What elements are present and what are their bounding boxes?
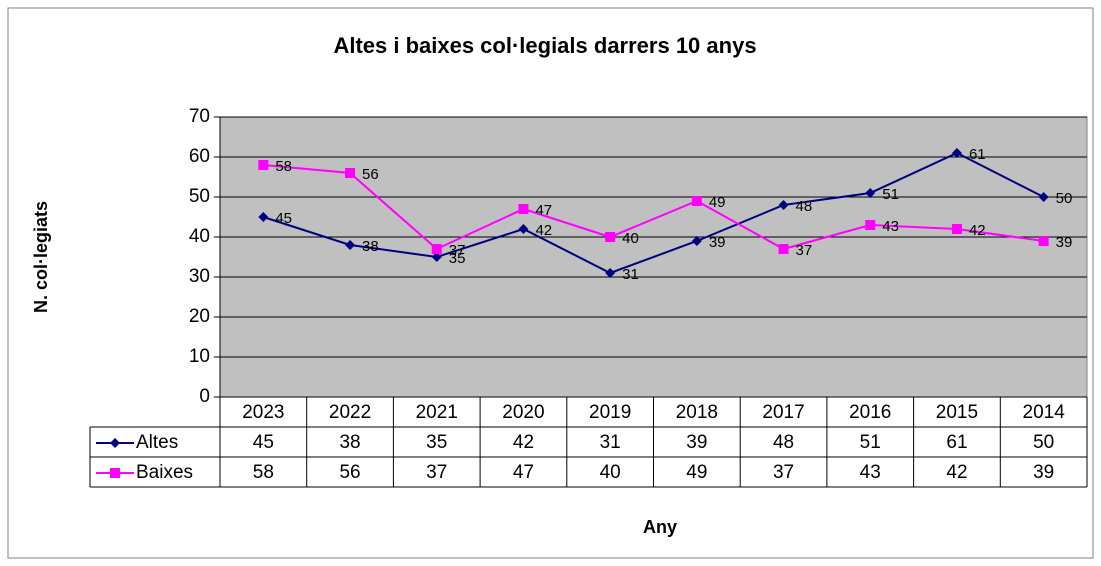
data-label: 37: [796, 242, 813, 259]
series-marker: [865, 188, 876, 198]
y-tick-label: 20: [189, 306, 210, 327]
x-tick-label: 2014: [1023, 402, 1066, 423]
series-marker: [518, 224, 529, 234]
x-tick-label: 2019: [589, 402, 631, 423]
chart-title: Altes i baixes col·legials darrers 10 an…: [333, 33, 756, 58]
data-label: 40: [622, 230, 639, 247]
x-tick-label: 2023: [242, 402, 284, 423]
series-marker: [345, 240, 356, 250]
table-value: 40: [600, 462, 621, 483]
data-label: 39: [1056, 234, 1073, 251]
x-tick-label: 2022: [329, 402, 371, 423]
data-label: 49: [709, 194, 726, 211]
table-value: 51: [860, 432, 881, 453]
table-value: 49: [686, 462, 707, 483]
y-axis-label: N. col·legiats: [31, 201, 51, 313]
y-tick-label: 50: [189, 186, 210, 207]
table-value: 42: [946, 462, 967, 483]
x-tick-label: 2017: [762, 402, 804, 423]
table-value: 37: [773, 462, 794, 483]
x-axis-label: Any: [643, 517, 677, 537]
table-value: 38: [339, 432, 360, 453]
y-tick-label: 40: [189, 226, 210, 247]
table-value: 45: [253, 432, 274, 453]
series-marker: [431, 252, 442, 262]
data-label: 50: [1056, 190, 1073, 207]
data-label: 58: [275, 158, 292, 175]
table-value: 50: [1033, 432, 1054, 453]
data-label: 31: [622, 266, 639, 283]
series-marker: [691, 236, 702, 246]
series-marker: [345, 168, 356, 178]
data-label: 56: [362, 166, 379, 183]
series-marker: [605, 268, 616, 278]
series-marker: [518, 204, 529, 214]
series-marker: [258, 212, 269, 222]
legend-label: Baixes: [136, 462, 193, 483]
series-marker: [1038, 192, 1049, 202]
table-value: 39: [686, 432, 707, 453]
legend-marker: [110, 468, 120, 478]
data-label: 42: [969, 222, 986, 239]
series-marker: [1038, 236, 1049, 246]
series-marker: [951, 224, 962, 234]
x-tick-label: 2018: [676, 402, 718, 423]
series-marker: [258, 160, 269, 170]
x-tick-label: 2015: [936, 402, 978, 423]
legend-label: Altes: [136, 432, 178, 453]
data-label: 61: [969, 146, 986, 163]
table-value: 61: [946, 432, 967, 453]
x-tick-label: 2016: [849, 402, 891, 423]
series-marker: [605, 232, 616, 242]
y-tick-label: 0: [199, 386, 210, 407]
x-tick-label: 2020: [502, 402, 544, 423]
data-label: 48: [796, 198, 813, 215]
table-value: 43: [860, 462, 881, 483]
data-label: 45: [275, 210, 292, 227]
table-value: 31: [600, 432, 621, 453]
y-tick-label: 30: [189, 266, 210, 287]
data-label: 51: [882, 186, 899, 203]
table-value: 47: [513, 462, 534, 483]
x-tick-label: 2021: [416, 402, 458, 423]
data-label: 42: [535, 222, 552, 239]
legend-marker: [110, 438, 120, 448]
series-marker: [865, 220, 876, 230]
data-label: 38: [362, 238, 379, 255]
data-label: 39: [709, 234, 726, 251]
series-line: [263, 151, 1045, 275]
y-tick-label: 70: [189, 106, 210, 127]
data-label: 35: [449, 250, 466, 267]
table-value: 48: [773, 432, 794, 453]
series-marker: [778, 244, 789, 254]
table-value: 58: [253, 462, 274, 483]
table-value: 42: [513, 432, 534, 453]
table-value: 39: [1033, 462, 1054, 483]
series-marker: [691, 196, 702, 206]
series-marker: [951, 148, 962, 158]
series-marker: [778, 200, 789, 210]
y-tick-label: 60: [189, 146, 210, 167]
table-value: 56: [339, 462, 360, 483]
data-label: 37: [449, 242, 466, 259]
series-line: [263, 164, 1044, 251]
series-marker: [431, 244, 442, 254]
data-label: 47: [535, 202, 552, 219]
table-value: 37: [426, 462, 447, 483]
data-label: 43: [882, 218, 899, 235]
y-tick-label: 10: [189, 346, 210, 367]
table-value: 35: [426, 432, 447, 453]
